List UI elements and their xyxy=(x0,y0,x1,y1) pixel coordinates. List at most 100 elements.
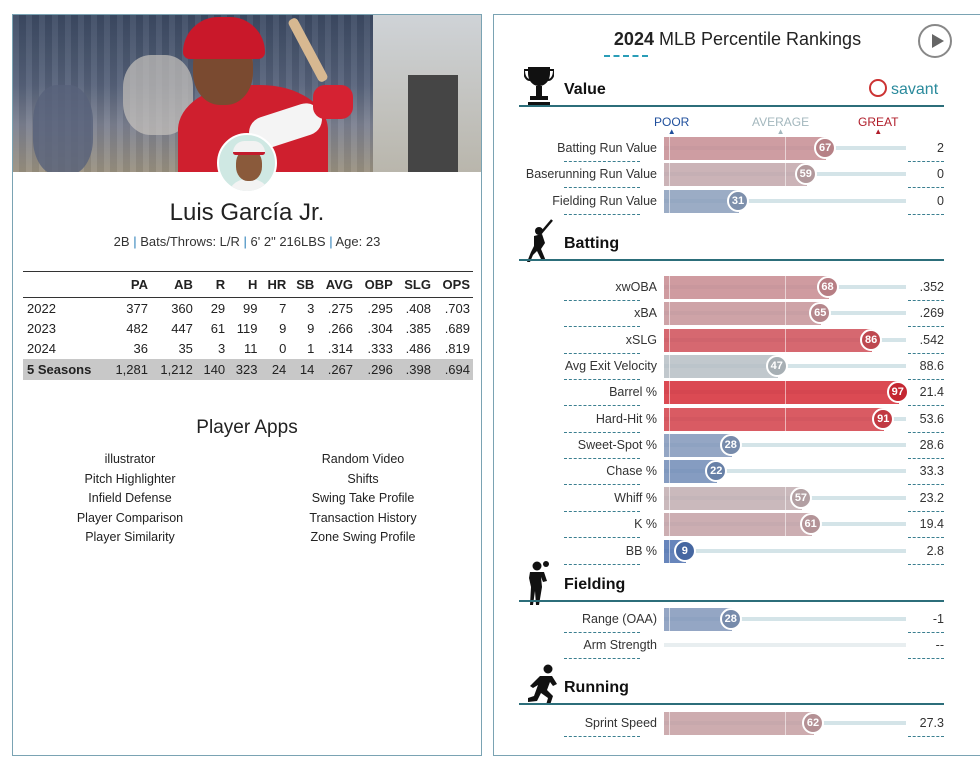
player-app-link[interactable]: Pitch Highlighter xyxy=(84,471,176,486)
stats-cell: 2023 xyxy=(27,320,56,336)
player-bio: 2B | Bats/Throws: L/R | 6' 2" 216LBS | A… xyxy=(113,234,381,249)
stats-cell: .267 xyxy=(317,359,357,380)
stats-cell: .819 xyxy=(444,341,470,357)
player-apps-title: Player Apps xyxy=(196,417,298,438)
stats-cell: .266 xyxy=(327,320,354,336)
stats-header-cell: SB xyxy=(289,271,318,298)
stats-cell: 35 xyxy=(178,341,193,357)
metric-label: Batting Run Value xyxy=(557,141,657,155)
stats-header-cell: H xyxy=(228,271,261,298)
stats-cell: 1 xyxy=(307,341,315,357)
metric-value: 2.8 xyxy=(926,543,944,558)
player-app-link[interactable]: Zone Swing Profile xyxy=(310,530,416,545)
stats-cell: 9 xyxy=(307,320,315,336)
stats-cell: 377 xyxy=(126,300,148,316)
stats-cell: 61 xyxy=(210,320,226,336)
metric-value: 0 xyxy=(937,167,944,182)
stats-cell: 99 xyxy=(242,300,258,316)
metric-value: .542 xyxy=(919,332,944,347)
percentile-bubble: 57 xyxy=(789,486,812,509)
metric-label: Avg Exit Velocity xyxy=(564,359,657,374)
percentile-bubble: 86 xyxy=(860,328,883,351)
stats-cell: .486 xyxy=(405,341,431,357)
percentile-bubble: 9 xyxy=(673,539,696,562)
table-row: 5 Seasons 1,281 1,212 140 323 24 14.267.296.39… xyxy=(23,359,473,380)
stats-cell: 9 xyxy=(279,320,287,336)
stats-table: PA AB R H HR SB AVG OBP SLG OPS 2022 377 360 29 99 7 3.… xyxy=(23,271,473,380)
position: 2B xyxy=(113,234,130,249)
metric-value: 2 xyxy=(937,141,944,155)
metric-value: 33.3 xyxy=(919,464,944,479)
metric-label: Sweet-Spot % xyxy=(577,438,657,453)
trophy-icon xyxy=(522,65,556,114)
player-app-link[interactable]: Shifts xyxy=(347,471,379,486)
metric-label: Arm Strength xyxy=(583,638,657,653)
metric-label: xBA xyxy=(634,306,657,321)
scale-great: GREAT ▲ xyxy=(858,115,899,136)
metric-label: Range (OAA) xyxy=(581,612,657,626)
metric-value: -1 xyxy=(932,612,944,626)
metric-label: Barrel % xyxy=(609,385,657,400)
percentile-bar xyxy=(664,276,829,299)
player-app-link[interactable]: Player Comparison xyxy=(76,510,184,525)
metric-value: 23.2 xyxy=(919,490,944,505)
metric-value: .269 xyxy=(919,306,944,321)
scale-average: AVERAGE ▲ xyxy=(752,115,810,136)
percentile-bar xyxy=(664,712,815,735)
stats-cell: 3 xyxy=(307,300,315,316)
fielder-icon xyxy=(524,560,550,611)
stats-cell: .408 xyxy=(405,300,431,316)
stats-header-cell xyxy=(23,271,107,298)
stats-cell: 36 xyxy=(133,341,148,357)
table-row: 2023 482 447 61 119 9 9 .266 .304 .385 .689 xyxy=(23,318,473,339)
metric-label: xSLG xyxy=(625,332,657,347)
percentile-bubble: 62 xyxy=(802,712,825,734)
player-app-link[interactable]: illustrator xyxy=(104,452,156,466)
stats-cell: 1,281 xyxy=(106,359,151,380)
stats-cell: 3 xyxy=(217,341,226,357)
metric-label: K % xyxy=(634,517,657,532)
player-app-link[interactable]: Player Similarity xyxy=(85,530,175,545)
percentile-bar xyxy=(664,460,718,484)
apps-list-left: illustrator Pitch Highlighter Infield Defe… xyxy=(30,450,230,548)
percentile-bar xyxy=(664,137,827,160)
percentile-bar xyxy=(664,328,873,352)
table-row: 2024 36 35 3 11 0 1 .314 .333 .486 .819 xyxy=(23,339,473,360)
stats-cell: 24 xyxy=(260,359,290,380)
player-app-link[interactable]: Random Video xyxy=(321,452,405,466)
stats-header-cell: PA xyxy=(106,271,151,298)
metric-label: Hard-Hit % xyxy=(595,411,657,426)
percentile-bubble: 67 xyxy=(814,137,837,159)
player-app-link[interactable]: Swing Take Profile xyxy=(311,491,415,506)
age: Age: 23 xyxy=(335,234,381,249)
percentile-bubble: 28 xyxy=(719,434,742,457)
percentile-bubble: 91 xyxy=(872,407,895,430)
metric-label: Fielding Run Value xyxy=(552,193,657,208)
stats-header-cell: OBP xyxy=(356,271,396,298)
section-title-value: Value xyxy=(564,81,606,98)
metric-label: Whiff % xyxy=(614,490,657,505)
percentile-bar xyxy=(664,189,740,213)
percentile-track xyxy=(664,548,906,553)
percentile-bar xyxy=(664,486,802,510)
percentile-bubble: 68 xyxy=(816,276,839,298)
metric-label: BB % xyxy=(625,543,657,558)
stats-cell: 2024 xyxy=(27,341,56,357)
bats-throws: Bats/Throws: L/R xyxy=(140,234,240,249)
stats-cell: .296 xyxy=(356,359,396,380)
table-row: 2022 377 360 29 99 7 3 .275 .295 .408 .703 xyxy=(23,298,473,319)
stats-cell: .385 xyxy=(405,320,431,336)
play-button[interactable] xyxy=(918,24,952,58)
stats-cell: 2022 xyxy=(27,300,56,316)
percentile-bar xyxy=(664,513,812,537)
player-app-link[interactable]: Infield Defense xyxy=(88,491,172,506)
percentile-bubble: 47 xyxy=(765,355,788,378)
stats-cell: .314 xyxy=(327,341,354,357)
stats-header-cell: AVG xyxy=(317,271,357,298)
player-action-photo xyxy=(13,15,481,172)
player-app-link[interactable]: Transaction History xyxy=(309,510,417,525)
apps-list-right: Random Video Shifts Swing Take Profile Tran… xyxy=(263,450,463,548)
stats-cell: 360 xyxy=(171,300,193,316)
metric-label: Chase % xyxy=(606,464,657,479)
stats-cell: .398 xyxy=(395,359,434,380)
